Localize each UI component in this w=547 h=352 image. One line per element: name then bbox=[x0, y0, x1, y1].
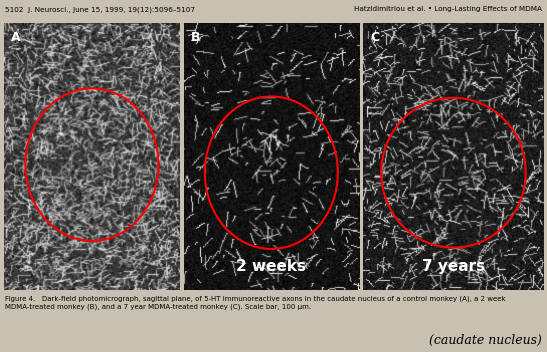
Text: A: A bbox=[11, 31, 21, 44]
Text: 2 weeks: 2 weeks bbox=[236, 259, 306, 274]
Text: Hatzidimitriou et al. • Long-Lasting Effects of MDMA: Hatzidimitriou et al. • Long-Lasting Eff… bbox=[353, 6, 542, 12]
Text: Figure 4.   Dark-field photomicrograph, sagittal plane, of 5-HT immunoreactive a: Figure 4. Dark-field photomicrograph, sa… bbox=[5, 296, 506, 310]
Text: (caudate nucleus): (caudate nucleus) bbox=[429, 334, 542, 347]
Text: 5102  J. Neurosci., June 15, 1999, 19(12):5096–5107: 5102 J. Neurosci., June 15, 1999, 19(12)… bbox=[5, 6, 195, 13]
Text: C: C bbox=[370, 31, 380, 44]
Text: 7 years: 7 years bbox=[422, 259, 485, 274]
Text: B: B bbox=[191, 31, 200, 44]
